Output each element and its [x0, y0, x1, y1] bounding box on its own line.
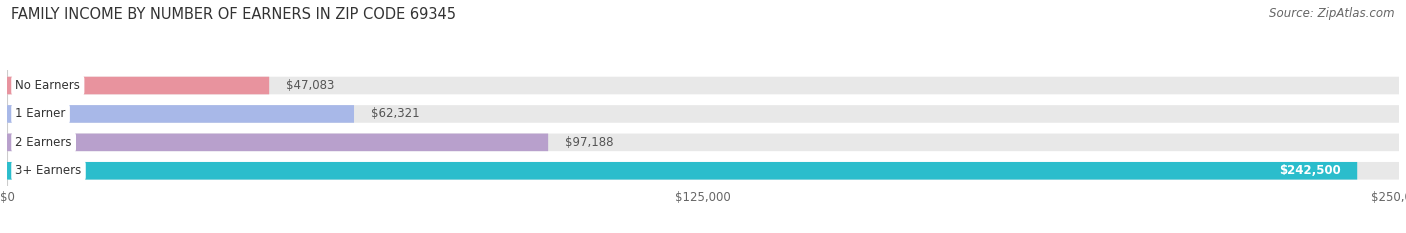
- FancyBboxPatch shape: [7, 77, 269, 94]
- Text: FAMILY INCOME BY NUMBER OF EARNERS IN ZIP CODE 69345: FAMILY INCOME BY NUMBER OF EARNERS IN ZI…: [11, 7, 457, 22]
- FancyBboxPatch shape: [7, 105, 1399, 123]
- Text: Source: ZipAtlas.com: Source: ZipAtlas.com: [1270, 7, 1395, 20]
- Text: $47,083: $47,083: [285, 79, 335, 92]
- Text: 3+ Earners: 3+ Earners: [15, 164, 82, 177]
- FancyBboxPatch shape: [7, 162, 1357, 180]
- FancyBboxPatch shape: [7, 162, 1399, 180]
- FancyBboxPatch shape: [7, 134, 548, 151]
- Text: $242,500: $242,500: [1279, 164, 1340, 177]
- FancyBboxPatch shape: [7, 77, 1399, 94]
- FancyBboxPatch shape: [7, 105, 354, 123]
- Text: 1 Earner: 1 Earner: [15, 107, 66, 120]
- Text: $97,188: $97,188: [565, 136, 613, 149]
- Text: No Earners: No Earners: [15, 79, 80, 92]
- Text: 2 Earners: 2 Earners: [15, 136, 72, 149]
- Text: $62,321: $62,321: [371, 107, 419, 120]
- FancyBboxPatch shape: [7, 134, 1399, 151]
